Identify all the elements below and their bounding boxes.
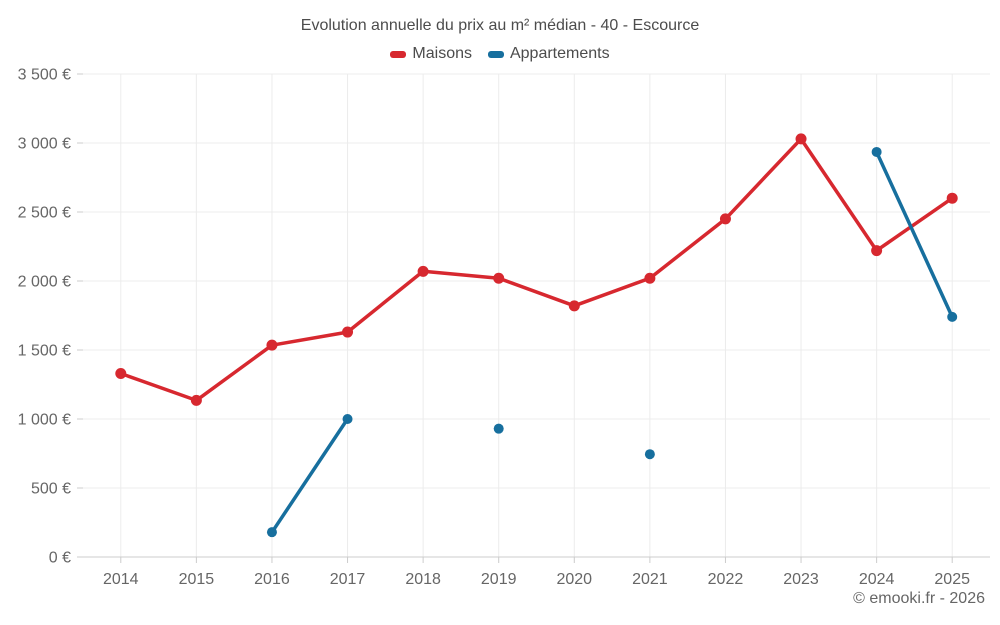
point-appartements-2021[interactable] bbox=[644, 449, 655, 460]
legend-item-maisons[interactable]: Maisons bbox=[390, 45, 472, 63]
x-axis-label-2024: 2024 bbox=[859, 571, 895, 588]
x-axis-label-2018: 2018 bbox=[405, 571, 441, 588]
y-axis-label-3500: 3 500 € bbox=[18, 67, 71, 84]
point-maisons-2019[interactable] bbox=[493, 272, 505, 284]
copyright-watermark: © emooki.fr - 2026 bbox=[853, 590, 985, 607]
appartements-line bbox=[874, 150, 954, 319]
legend-label-appartements: Appartements bbox=[509, 45, 610, 62]
point-maisons-2025[interactable] bbox=[946, 192, 958, 204]
point-maisons-2022[interactable] bbox=[719, 213, 731, 225]
x-axis-label-2016: 2016 bbox=[254, 571, 290, 588]
x-axis-label-2025: 2025 bbox=[934, 571, 970, 588]
x-axis-label-2014: 2014 bbox=[103, 571, 139, 588]
y-axis-label-2000: 2 000 € bbox=[18, 274, 71, 291]
legend-marker-maisons-icon bbox=[390, 50, 407, 58]
appartements-line bbox=[270, 417, 350, 534]
point-maisons-2024[interactable] bbox=[871, 245, 883, 257]
maisons-line bbox=[119, 137, 954, 403]
point-maisons-2015[interactable] bbox=[190, 394, 202, 406]
x-axis-label-2023: 2023 bbox=[783, 571, 819, 588]
x-axis-label-2019: 2019 bbox=[481, 571, 517, 588]
y-axis-label-1500: 1 500 € bbox=[18, 343, 71, 360]
point-maisons-2016[interactable] bbox=[266, 339, 278, 351]
point-appartements-2025[interactable] bbox=[947, 311, 958, 322]
chart-legend: Maisons Appartements bbox=[0, 45, 1000, 63]
chart-title: Evolution annuelle du prix au m² médian … bbox=[300, 17, 700, 34]
point-maisons-2017[interactable] bbox=[342, 326, 354, 338]
point-maisons-2018[interactable] bbox=[417, 265, 429, 277]
point-appartements-2019[interactable] bbox=[493, 423, 504, 434]
point-maisons-2020[interactable] bbox=[568, 300, 580, 312]
point-maisons-2021[interactable] bbox=[644, 272, 656, 284]
point-appartements-2024[interactable] bbox=[871, 146, 882, 157]
point-maisons-2014[interactable] bbox=[115, 367, 127, 379]
y-axis-label-2500: 2 500 € bbox=[18, 205, 71, 222]
y-axis-label-0: 0 € bbox=[49, 550, 71, 567]
y-axis-label-3000: 3 000 € bbox=[18, 136, 71, 153]
x-axis-label-2020: 2020 bbox=[556, 571, 592, 588]
point-appartements-2017[interactable] bbox=[342, 414, 353, 424]
x-axis-label-2015: 2015 bbox=[179, 571, 215, 588]
x-axis-label-2017: 2017 bbox=[330, 571, 366, 588]
point-maisons-2023[interactable] bbox=[795, 133, 807, 145]
x-axis-label-2022: 2022 bbox=[708, 571, 744, 588]
y-axis-label-1000: 1 000 € bbox=[18, 412, 71, 429]
point-appartements-2016[interactable] bbox=[266, 527, 277, 538]
legend-item-appartements[interactable]: Appartements bbox=[487, 45, 610, 63]
y-axis-label-500: 500 € bbox=[31, 481, 71, 498]
x-axis-label-2021: 2021 bbox=[632, 571, 668, 588]
legend-label-maisons: Maisons bbox=[412, 45, 472, 62]
legend-marker-appartements-icon bbox=[487, 50, 504, 58]
